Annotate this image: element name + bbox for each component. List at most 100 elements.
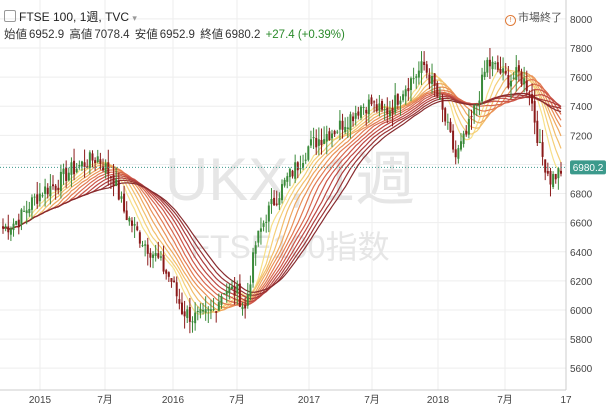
candle-body (478, 100, 481, 104)
candle-body (444, 108, 447, 122)
candle-body (75, 168, 78, 173)
candle-body (365, 109, 368, 114)
candle-body (470, 115, 473, 117)
candle-body (115, 179, 118, 186)
change-value: +27.4 (+0.39%) (265, 29, 345, 41)
candle-body (178, 299, 181, 304)
candle-body (41, 195, 44, 197)
candle-body (533, 101, 536, 123)
candle-body (538, 141, 541, 143)
candle-body (96, 156, 99, 163)
chevron-down-icon[interactable]: ▾ (132, 13, 137, 23)
x-tick-label: 2016 (162, 395, 185, 406)
candle-body (423, 61, 426, 65)
close-value: 6980.2 (225, 29, 261, 41)
candle-body (386, 107, 389, 114)
candle-body (167, 272, 170, 277)
close-label: 終値 (200, 29, 224, 41)
candle-body (528, 93, 531, 95)
candle-body (165, 270, 168, 274)
candle-body (459, 141, 462, 150)
candle-body (46, 187, 49, 195)
candle-body (452, 130, 455, 150)
candle-body (404, 89, 407, 97)
candle-body (367, 99, 370, 115)
candle-body (49, 186, 52, 197)
candle-body (104, 163, 107, 173)
candle-body (288, 168, 291, 178)
candle-body (494, 63, 497, 65)
candle-body (120, 196, 123, 199)
candle-body (112, 175, 115, 187)
candle-body (33, 196, 36, 198)
menu-icon[interactable] (4, 10, 16, 22)
candle-body (99, 159, 102, 164)
candle-body (496, 62, 499, 70)
x-tick-label: 7月 (364, 394, 380, 406)
interval-label[interactable]: 1週 (79, 10, 99, 24)
price-axis[interactable]: 5600580060006200640066006800700072007400… (570, 15, 593, 375)
open-value: 6952.9 (29, 29, 65, 41)
candle-body (531, 94, 534, 104)
candle-body (512, 77, 515, 79)
candle-body (436, 83, 439, 97)
candle-body (275, 203, 278, 205)
candle-body (230, 286, 233, 290)
candle-body (431, 75, 434, 84)
source-label: TVC (105, 10, 130, 24)
candle-body (341, 120, 344, 130)
candle-body (154, 252, 157, 256)
candle-body (378, 103, 381, 111)
candle-body (244, 305, 247, 309)
candle-body (109, 176, 112, 178)
candle-body (128, 217, 131, 222)
candle-body (67, 172, 70, 181)
candle-body (107, 162, 110, 175)
ohlc-legend: 始値 6952.9 高値 7078.4 安値 6952.9 終値 6980.2 +27.… (4, 26, 347, 42)
candle-body (123, 193, 126, 212)
candle-body (317, 139, 320, 146)
candle-body (399, 100, 402, 105)
candle-body (138, 232, 141, 244)
candle-body (252, 252, 255, 283)
candle-body (549, 170, 552, 185)
candle-body (57, 187, 60, 191)
candle-body (554, 174, 557, 180)
candle-body (425, 64, 428, 73)
candle-body (215, 311, 218, 313)
candle-body (286, 176, 289, 182)
candle-body (144, 244, 147, 246)
candle-body (238, 283, 241, 307)
candle-body (346, 127, 349, 130)
candle-body (199, 309, 202, 314)
candle-body (557, 168, 560, 179)
candle-body (223, 293, 226, 295)
candle-body (338, 120, 341, 130)
candle-body (473, 105, 476, 115)
candle-body (273, 197, 276, 206)
candle-body (373, 101, 376, 103)
candle-body (357, 111, 360, 116)
candle-body (462, 133, 465, 144)
candle-body (217, 302, 220, 311)
symbol-name[interactable]: FTSE 100 (19, 10, 74, 24)
x-tick-label: 2015 (29, 395, 52, 406)
candle-body (278, 198, 281, 205)
info-icon[interactable]: ! (505, 15, 516, 26)
candle-body (233, 286, 236, 296)
candle-body (20, 209, 23, 225)
y-tick-label: 6000 (570, 306, 593, 317)
candle-body (28, 208, 31, 214)
candle-body (236, 284, 239, 294)
candle-body (454, 149, 457, 158)
y-tick-label: 7600 (570, 73, 593, 84)
candle-body (502, 68, 505, 73)
candle-body (54, 185, 57, 191)
candle-body (52, 184, 55, 187)
candle-body (7, 226, 10, 233)
candle-body (486, 59, 489, 73)
candle-body (402, 94, 405, 101)
time-axis[interactable]: 2015 7月 2016 7月 2017 7月 2018 7月 17 (29, 394, 572, 406)
chart-title[interactable]: FTSE 100, 1週, TVC ▾ (4, 8, 137, 25)
